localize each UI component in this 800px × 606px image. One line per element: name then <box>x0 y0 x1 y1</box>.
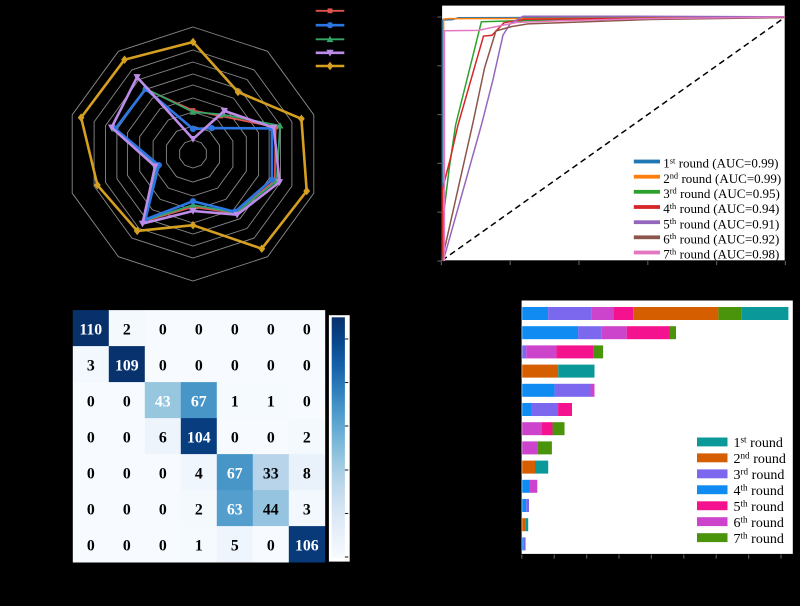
svg-text:0: 0 <box>123 502 131 519</box>
svg-text:0: 0 <box>195 358 203 375</box>
svg-text:2: 2 <box>195 502 203 519</box>
svg-text:0: 0 <box>87 430 95 447</box>
svg-text:0: 0 <box>267 322 275 339</box>
svg-text:0: 0 <box>123 466 131 483</box>
svg-text:0: 0 <box>87 538 95 555</box>
svg-text:3: 3 <box>87 358 95 375</box>
svg-text:0: 0 <box>159 538 167 555</box>
svg-text:43: 43 <box>155 394 171 411</box>
svg-text:63: 63 <box>227 502 243 519</box>
svg-text:0: 0 <box>87 394 95 411</box>
svg-text:0: 0 <box>87 502 95 519</box>
svg-text:0: 0 <box>267 538 275 555</box>
svg-text:67: 67 <box>191 394 207 411</box>
svg-text:0: 0 <box>87 466 95 483</box>
svg-text:0: 0 <box>303 322 311 339</box>
svg-text:0: 0 <box>195 322 203 339</box>
svg-text:0: 0 <box>159 466 167 483</box>
svg-text:0: 0 <box>303 394 311 411</box>
svg-text:110: 110 <box>79 322 102 339</box>
svg-text:3: 3 <box>303 502 311 519</box>
svg-text:0: 0 <box>123 430 131 447</box>
svg-text:0: 0 <box>159 322 167 339</box>
svg-text:109: 109 <box>115 358 139 375</box>
svg-text:0: 0 <box>231 322 239 339</box>
svg-text:0: 0 <box>123 538 131 555</box>
svg-text:33: 33 <box>263 466 279 483</box>
svg-text:4: 4 <box>195 466 203 483</box>
svg-text:6: 6 <box>159 430 167 447</box>
svg-text:2: 2 <box>123 322 131 339</box>
svg-text:0: 0 <box>267 358 275 375</box>
svg-text:106: 106 <box>295 538 319 555</box>
svg-text:0: 0 <box>231 358 239 375</box>
svg-text:1: 1 <box>195 538 203 555</box>
svg-text:44: 44 <box>263 502 279 519</box>
svg-text:0: 0 <box>159 502 167 519</box>
svg-text:8: 8 <box>303 466 311 483</box>
svg-text:5: 5 <box>231 538 239 555</box>
svg-text:0: 0 <box>159 358 167 375</box>
svg-text:2: 2 <box>303 430 311 447</box>
svg-text:0: 0 <box>231 430 239 447</box>
svg-text:0: 0 <box>267 430 275 447</box>
svg-text:0: 0 <box>303 358 311 375</box>
svg-text:104: 104 <box>187 430 211 447</box>
svg-text:1: 1 <box>231 394 239 411</box>
svg-text:1: 1 <box>267 394 275 411</box>
svg-text:67: 67 <box>227 466 243 483</box>
svg-text:0: 0 <box>123 394 131 411</box>
